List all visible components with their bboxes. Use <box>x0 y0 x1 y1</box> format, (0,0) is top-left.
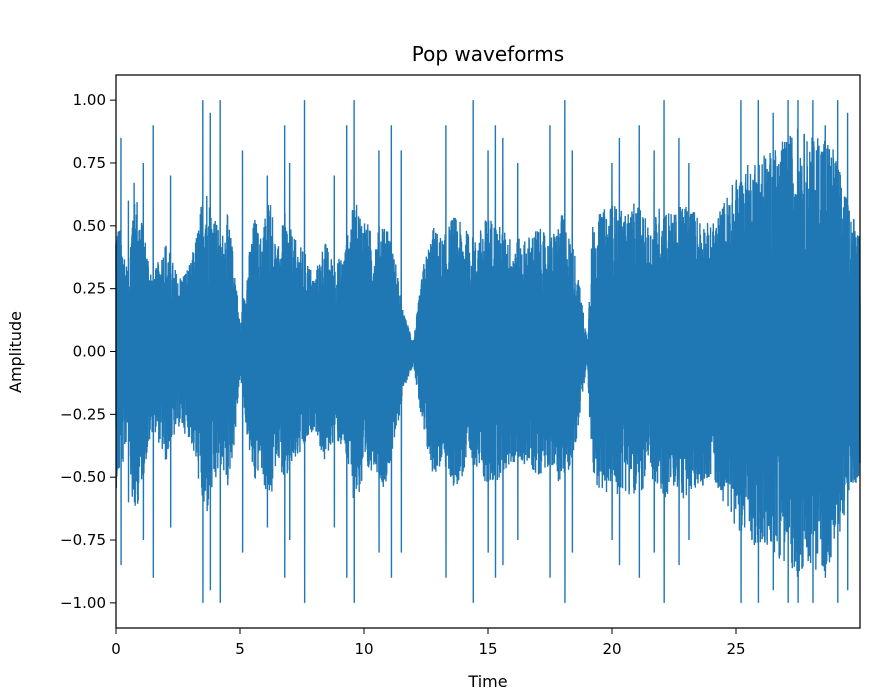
y-axis: 1.00 0.75 0.50 0.25 0.00 −0.25 −0.50 −0.75 −1.00 <box>60 91 116 612</box>
y-tick-label: 0.00 <box>73 343 106 361</box>
x-tick-label: 20 <box>602 640 621 658</box>
waveform-series <box>115 100 861 603</box>
x-tick-label: 15 <box>478 640 497 658</box>
plot-area <box>115 100 861 603</box>
x-tick-label: 0 <box>111 640 121 658</box>
y-tick-label: −0.50 <box>60 468 106 486</box>
y-tick-label: −1.00 <box>60 594 106 612</box>
y-tick-label: 0.75 <box>73 154 106 172</box>
y-tick-label: 0.25 <box>73 280 106 298</box>
x-tick-label: 25 <box>726 640 745 658</box>
y-tick-label: −0.75 <box>60 531 106 549</box>
y-tick-label: 1.00 <box>73 91 106 109</box>
y-axis-label: Amplitude <box>6 311 25 393</box>
y-tick-label: 0.50 <box>73 217 106 235</box>
y-tick-label: −0.25 <box>60 405 106 423</box>
chart-title: Pop waveforms <box>412 42 564 66</box>
x-tick-label: 10 <box>354 640 373 658</box>
x-axis: 0 5 10 15 20 25 <box>111 628 746 658</box>
x-tick-label: 5 <box>235 640 245 658</box>
x-axis-label: Time <box>467 672 507 691</box>
